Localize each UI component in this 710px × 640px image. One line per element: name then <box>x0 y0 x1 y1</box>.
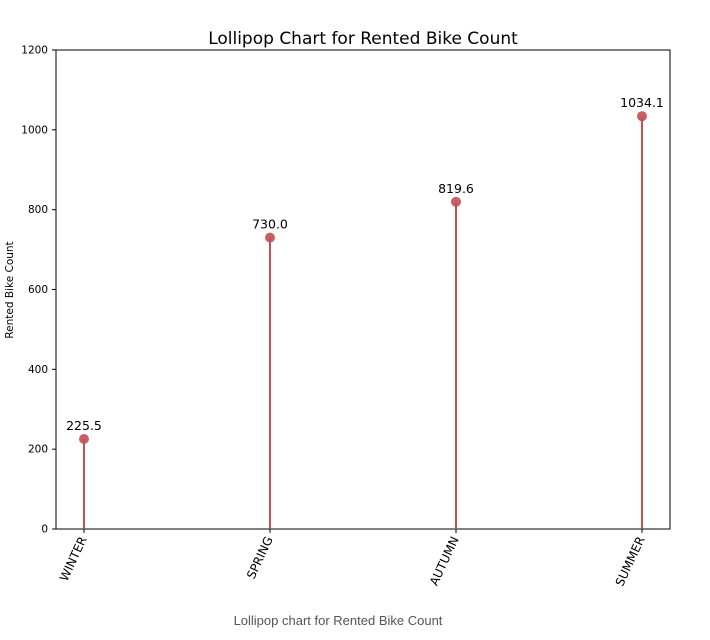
lollipop-marker <box>265 232 275 243</box>
y-tick-label: 400 <box>28 364 48 376</box>
lollipop-marker <box>451 196 461 207</box>
lollipop-stems <box>83 116 643 529</box>
y-tick-label: 200 <box>28 444 48 456</box>
lollipop-marker <box>637 111 647 122</box>
y-tick-label: 600 <box>28 284 48 296</box>
lollipop-markers <box>79 111 647 444</box>
y-axis-label: Rented Bike Count <box>4 241 16 338</box>
lollipop-chart: Lollipop Chart for Rented Bike Count Ren… <box>4 29 671 588</box>
x-tick-label: SUMMER <box>613 534 648 588</box>
data-label: 730.0 <box>252 217 288 232</box>
x-tick-label: SPRING <box>244 534 276 581</box>
lollipop-marker <box>79 433 89 444</box>
x-axis-ticks: WINTER SPRING AUTUMN SUMMER <box>57 529 648 588</box>
chart-title: Lollipop Chart for Rented Bike Count <box>208 29 518 49</box>
y-tick-label: 0 <box>41 524 48 536</box>
data-label: 225.5 <box>66 418 102 433</box>
data-label: 819.6 <box>438 181 474 196</box>
x-tick-label: AUTUMN <box>427 534 462 587</box>
y-tick-label: 800 <box>28 204 48 216</box>
x-tick-label: WINTER <box>57 534 90 583</box>
y-axis-ticks: 0 200 400 600 800 1000 1200 <box>21 45 56 536</box>
figure-caption: Lollipop chart for Rented Bike Count <box>233 613 443 628</box>
plot-frame <box>55 49 671 530</box>
data-label: 1034.1 <box>620 95 664 110</box>
y-tick-label: 1200 <box>21 45 48 57</box>
y-tick-label: 1000 <box>21 124 48 136</box>
data-labels: 225.5 730.0 819.6 1034.1 <box>66 95 664 433</box>
